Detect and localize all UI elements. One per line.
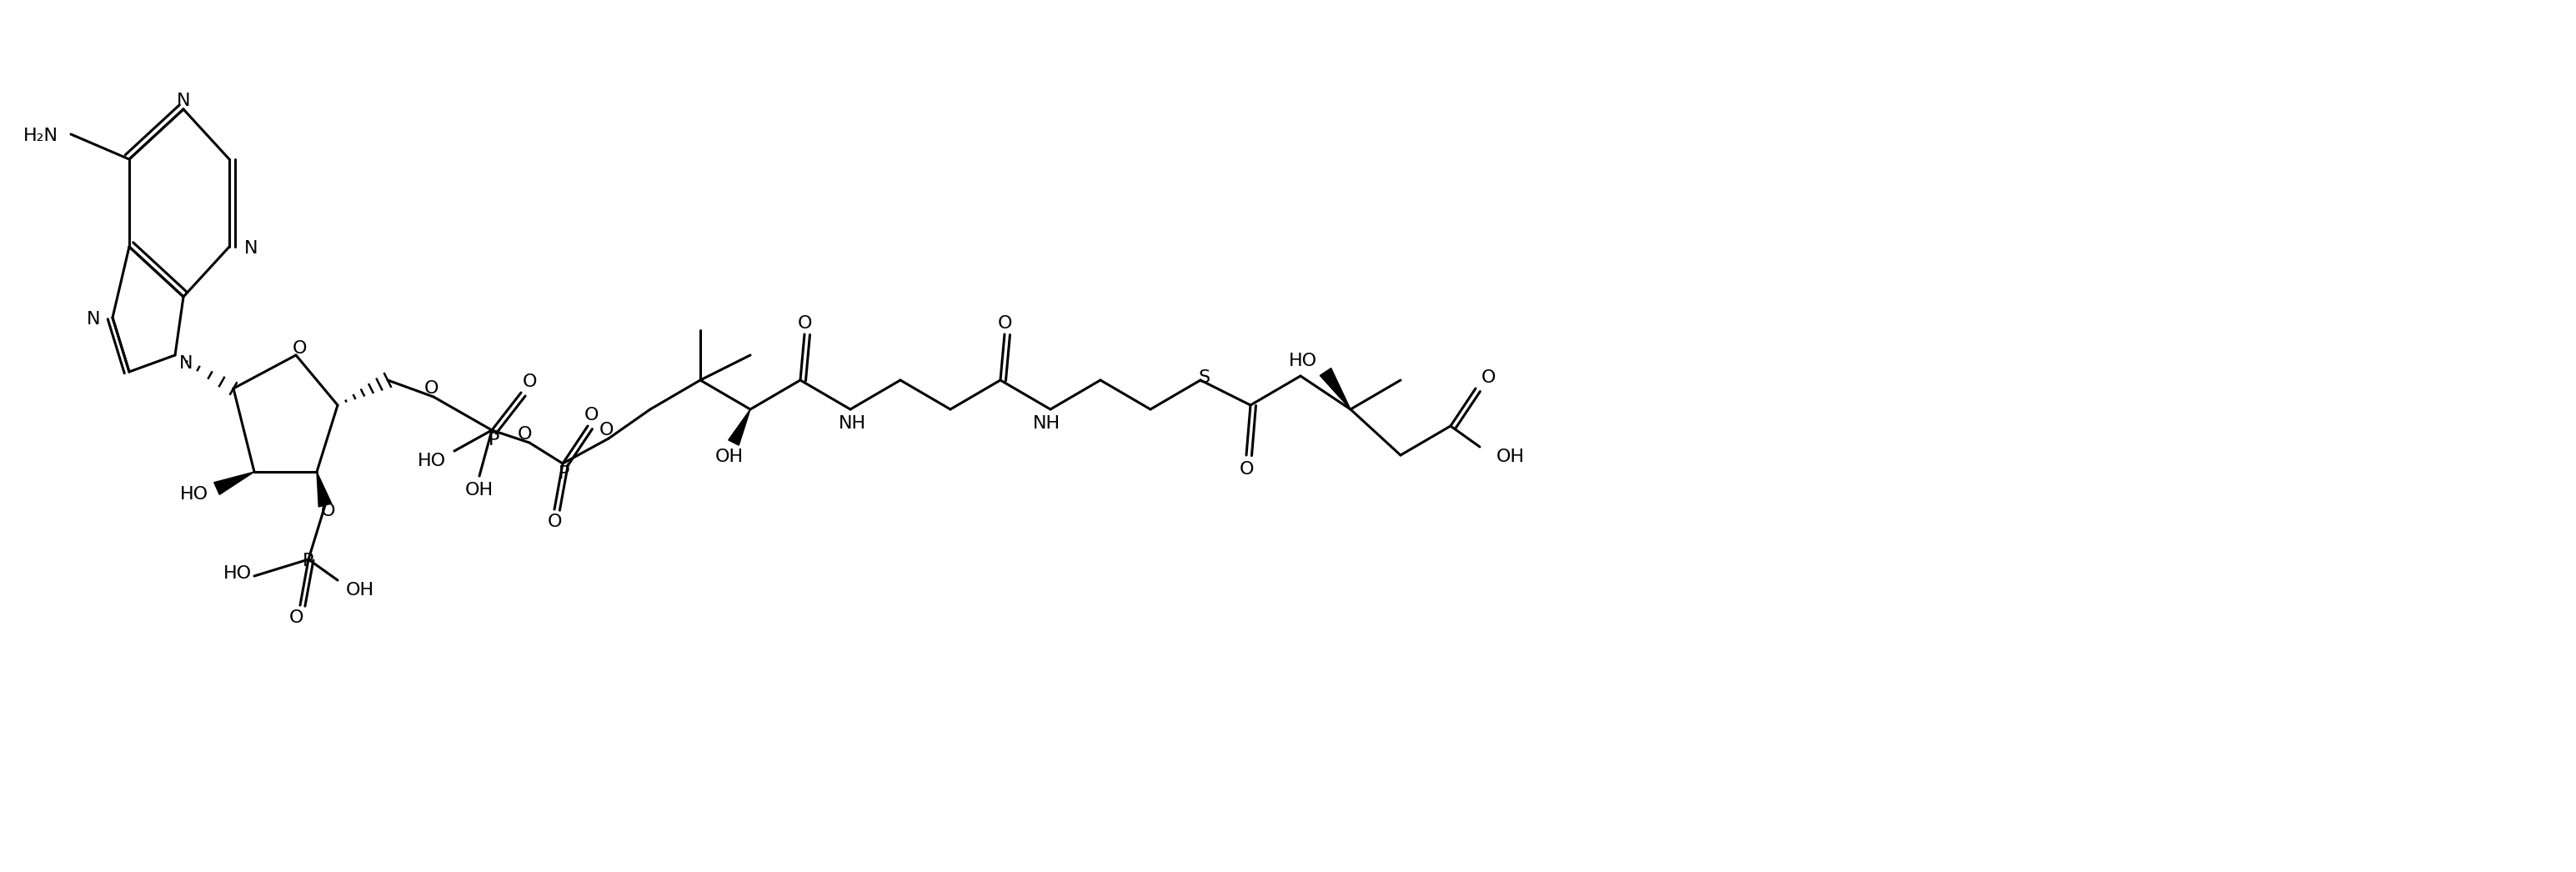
Text: O: O xyxy=(289,610,304,626)
Text: N: N xyxy=(245,240,258,256)
Text: HO: HO xyxy=(180,486,209,502)
Text: OH: OH xyxy=(466,482,495,499)
Text: N: N xyxy=(180,355,193,371)
Text: HO: HO xyxy=(224,565,252,582)
Text: N: N xyxy=(85,311,100,328)
Text: P: P xyxy=(559,465,569,482)
Text: OH: OH xyxy=(345,582,374,598)
Polygon shape xyxy=(317,472,332,507)
Text: O: O xyxy=(585,407,600,424)
Text: O: O xyxy=(425,380,438,397)
Text: O: O xyxy=(294,340,307,357)
Text: H₂N: H₂N xyxy=(23,127,59,144)
Text: O: O xyxy=(546,514,562,530)
Text: HO: HO xyxy=(1288,352,1316,370)
Text: P: P xyxy=(489,432,500,448)
Text: O: O xyxy=(997,315,1012,331)
Text: N: N xyxy=(178,92,191,109)
Text: O: O xyxy=(319,502,335,520)
Text: O: O xyxy=(1481,370,1497,386)
Text: OH: OH xyxy=(716,448,744,465)
Text: NH: NH xyxy=(1033,415,1061,432)
Polygon shape xyxy=(729,409,750,446)
Text: O: O xyxy=(598,422,613,439)
Text: NH: NH xyxy=(837,415,866,432)
Text: OH: OH xyxy=(1497,448,1525,465)
Text: O: O xyxy=(796,315,811,331)
Text: HO: HO xyxy=(417,453,446,469)
Text: P: P xyxy=(304,553,314,569)
Polygon shape xyxy=(1319,368,1350,409)
Text: O: O xyxy=(1239,461,1255,478)
Polygon shape xyxy=(214,472,255,494)
Text: S: S xyxy=(1198,370,1211,386)
Text: O: O xyxy=(518,426,533,443)
Text: O: O xyxy=(523,373,536,390)
